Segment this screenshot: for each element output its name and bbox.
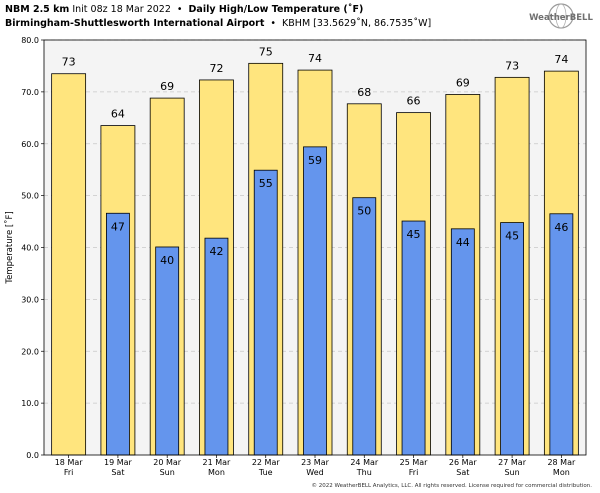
y-tick-label: 50.0 [21, 192, 39, 201]
high-temp-label: 68 [357, 86, 371, 99]
logo-text: WeatherBELL [529, 13, 593, 23]
x-tick-weekday: Mon [553, 468, 570, 477]
high-temp-label: 75 [259, 45, 273, 58]
high-temp-label: 72 [209, 62, 223, 75]
location-name: Birmingham-Shuttlesworth International A… [5, 18, 265, 29]
low-temp-bar [401, 220, 426, 456]
x-tick-weekday: Sun [504, 468, 519, 477]
low-temp-label: 47 [111, 220, 125, 233]
x-tick-weekday: Sat [111, 468, 124, 477]
y-tick-label: 40.0 [21, 244, 39, 253]
high-temp-label: 73 [505, 59, 519, 72]
low-temp-label: 44 [456, 236, 470, 249]
header-line-2: Birmingham-Shuttlesworth International A… [5, 17, 525, 31]
low-temp-label: 55 [259, 177, 273, 190]
product-title: Daily High/Low Temperature (˚F) [188, 4, 364, 15]
x-tick-label: 27 Mar [498, 458, 527, 467]
high-temp-label: 69 [160, 80, 174, 93]
low-temp-bar [500, 222, 524, 456]
low-temp-bar [155, 246, 180, 456]
y-tick-label: 70.0 [21, 88, 39, 97]
bullet-separator: • [176, 4, 183, 15]
copyright-notice: © 2022 WeatherBELL Analytics, LLC. All r… [311, 483, 592, 489]
low-temp-bar [352, 197, 377, 456]
x-tick-weekday: Sun [160, 468, 175, 477]
y-tick-label: 60.0 [21, 140, 39, 149]
low-temp-bar [303, 146, 327, 456]
low-temp-label: 50 [357, 205, 371, 218]
x-tick-label: 22 Mar [252, 458, 281, 467]
x-tick-weekday: Sat [456, 468, 469, 477]
x-tick-label: 24 Mar [350, 458, 379, 467]
x-tick-weekday: Thu [356, 468, 372, 477]
low-temp-label: 46 [554, 221, 568, 234]
x-tick-weekday: Wed [306, 468, 323, 477]
chart-header: NBM 2.5 km Init 08z 18 Mar 2022 • Daily … [5, 3, 525, 31]
header-line-1: NBM 2.5 km Init 08z 18 Mar 2022 • Daily … [5, 3, 525, 17]
low-temp-label: 40 [160, 254, 174, 267]
init-time: Init 08z 18 Mar 2022 [72, 4, 171, 15]
low-temp-label: 45 [407, 228, 421, 241]
x-tick-weekday: Mon [208, 468, 225, 477]
y-axis-label: Temperature [˚F] [4, 211, 15, 284]
high-temp-bar [51, 73, 87, 456]
high-temp-label: 73 [62, 56, 76, 69]
x-tick-label: 20 Mar [153, 458, 182, 467]
x-tick-weekday: Tue [258, 468, 273, 477]
x-tick-label: 19 Mar [104, 458, 133, 467]
high-temp-label: 74 [554, 53, 568, 66]
x-tick-label: 18 Mar [55, 458, 84, 467]
low-temp-bar [549, 213, 574, 456]
low-temp-bar [106, 212, 130, 456]
model-name: NBM 2.5 km [5, 4, 70, 15]
low-temp-bar [253, 169, 278, 456]
y-tick-label: 10.0 [21, 399, 39, 408]
low-temp-label: 45 [505, 230, 519, 243]
y-tick-label: 80.0 [21, 36, 39, 45]
high-temp-label: 64 [111, 108, 125, 121]
x-tick-label: 25 Mar [400, 458, 429, 467]
low-temp-bar [204, 237, 229, 456]
low-temp-bar [450, 228, 475, 456]
x-tick-label: 28 Mar [547, 458, 576, 467]
high-temp-label: 74 [308, 52, 322, 65]
station-info: KBHM [33.5629˚N, 86.7535˚W] [282, 18, 432, 29]
x-tick-label: 23 Mar [301, 458, 330, 467]
low-temp-label: 59 [308, 154, 322, 167]
x-tick-weekday: Fri [409, 468, 419, 477]
low-temp-label: 42 [209, 245, 223, 258]
high-temp-label: 66 [407, 95, 421, 108]
x-tick-label: 26 Mar [449, 458, 478, 467]
weatherbell-logo: WeatherBELL [529, 3, 593, 29]
y-tick-label: 0.0 [26, 451, 39, 460]
bullet-separator: • [270, 18, 277, 29]
y-tick-label: 30.0 [21, 295, 39, 304]
x-tick-label: 21 Mar [203, 458, 232, 467]
high-temp-label: 69 [456, 76, 470, 89]
x-tick-weekday: Fri [64, 468, 74, 477]
y-tick-label: 20.0 [21, 347, 39, 356]
